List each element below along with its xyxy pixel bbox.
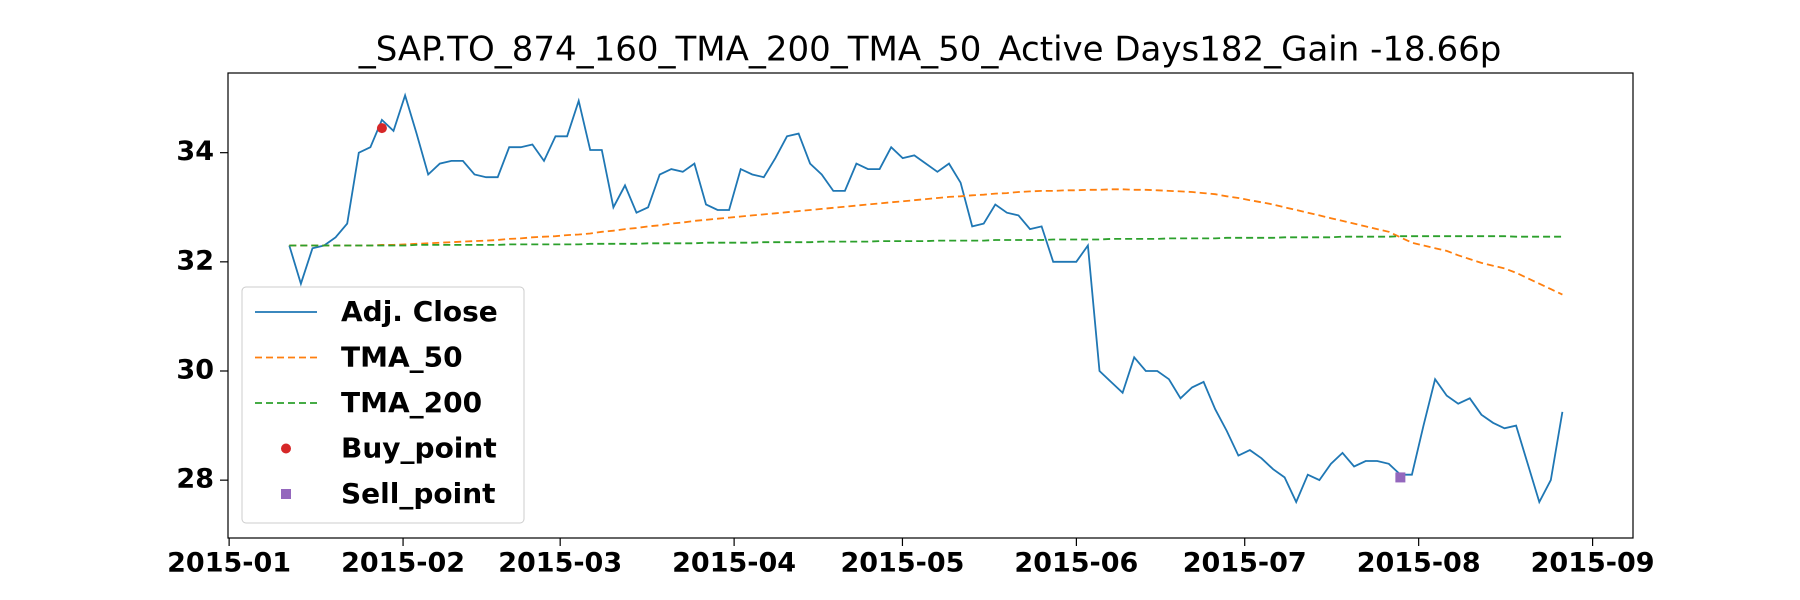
legend-label: TMA_50 bbox=[341, 341, 463, 374]
x-tick-label: 2015-08 bbox=[1357, 548, 1481, 579]
series-line bbox=[289, 235, 1563, 247]
chart-title: _SAP.TO_874_160_TMA_200_TMA_50_Active Da… bbox=[358, 30, 1502, 70]
legend: Adj. Close TMA_50 TMA_200 Buy_point Sell_poi… bbox=[241, 286, 525, 524]
sell-point bbox=[1395, 472, 1406, 483]
series-line bbox=[289, 188, 1563, 296]
y-tick-label: 34 bbox=[176, 136, 214, 167]
y-tick-label: 30 bbox=[176, 354, 214, 385]
x-tick-label: 2015-09 bbox=[1531, 548, 1655, 579]
x-tick-label: 2015-02 bbox=[341, 548, 465, 579]
legend-box bbox=[241, 286, 525, 524]
x-tick-label: 2015-07 bbox=[1183, 548, 1307, 579]
buy-point bbox=[376, 123, 387, 134]
x-tick-label: 2015-06 bbox=[1014, 548, 1138, 579]
x-tick-label: 2015-05 bbox=[840, 548, 964, 579]
legend-marker bbox=[281, 443, 291, 454]
legend-label: Adj. Close bbox=[341, 295, 498, 328]
legend-label: Buy_point bbox=[341, 432, 497, 465]
series-line bbox=[288, 92, 1564, 505]
x-tick-label: 2015-01 bbox=[167, 548, 291, 579]
legend-label: TMA_200 bbox=[341, 386, 482, 419]
y-tick-label: 28 bbox=[176, 464, 214, 495]
legend-label: Sell_point bbox=[341, 477, 496, 510]
y-tick-label: 32 bbox=[176, 245, 214, 276]
plot-frame bbox=[227, 72, 1634, 539]
x-tick-label: 2015-03 bbox=[498, 548, 622, 579]
legend-marker bbox=[281, 489, 291, 499]
x-tick-label: 2015-04 bbox=[672, 548, 796, 579]
